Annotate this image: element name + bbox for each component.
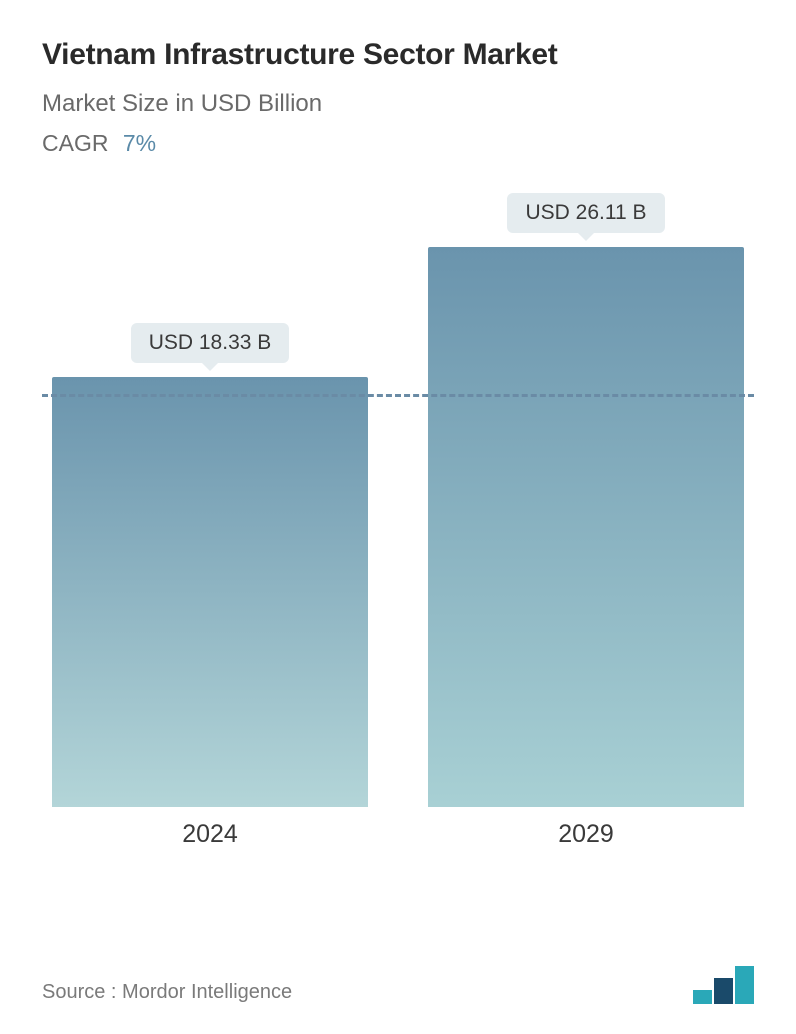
logo-bar-icon [693, 990, 712, 1004]
bar-year-label: 2024 [52, 820, 368, 849]
cagr-label: CAGR [42, 130, 108, 156]
bar-year-label: 2029 [428, 820, 744, 849]
cagr-row: CAGR 7% [42, 130, 754, 157]
cagr-value: 7% [123, 130, 156, 156]
bar-2024 [52, 377, 368, 807]
reference-line-dashed [42, 394, 754, 397]
chart-subtitle: Market Size in USD Billion [42, 90, 754, 118]
brand-logo [691, 966, 754, 1004]
chart-area: USD 18.33 B2024USD 26.11 B2029 [42, 187, 754, 867]
bar-value-badge: USD 26.11 B [507, 193, 664, 233]
bar-2029 [428, 247, 744, 807]
logo-bar-icon [714, 978, 733, 1004]
logo-bar-icon [735, 966, 754, 1004]
bars-container: USD 18.33 B2024USD 26.11 B2029 [42, 187, 754, 807]
bar-value-badge: USD 18.33 B [131, 323, 290, 363]
bar-group-2029: USD 26.11 B2029 [428, 193, 744, 807]
chart-title: Vietnam Infrastructure Sector Market [42, 38, 754, 72]
source-attribution: Source : Mordor Intelligence [42, 981, 292, 1004]
chart-footer: Source : Mordor Intelligence [42, 966, 754, 1004]
